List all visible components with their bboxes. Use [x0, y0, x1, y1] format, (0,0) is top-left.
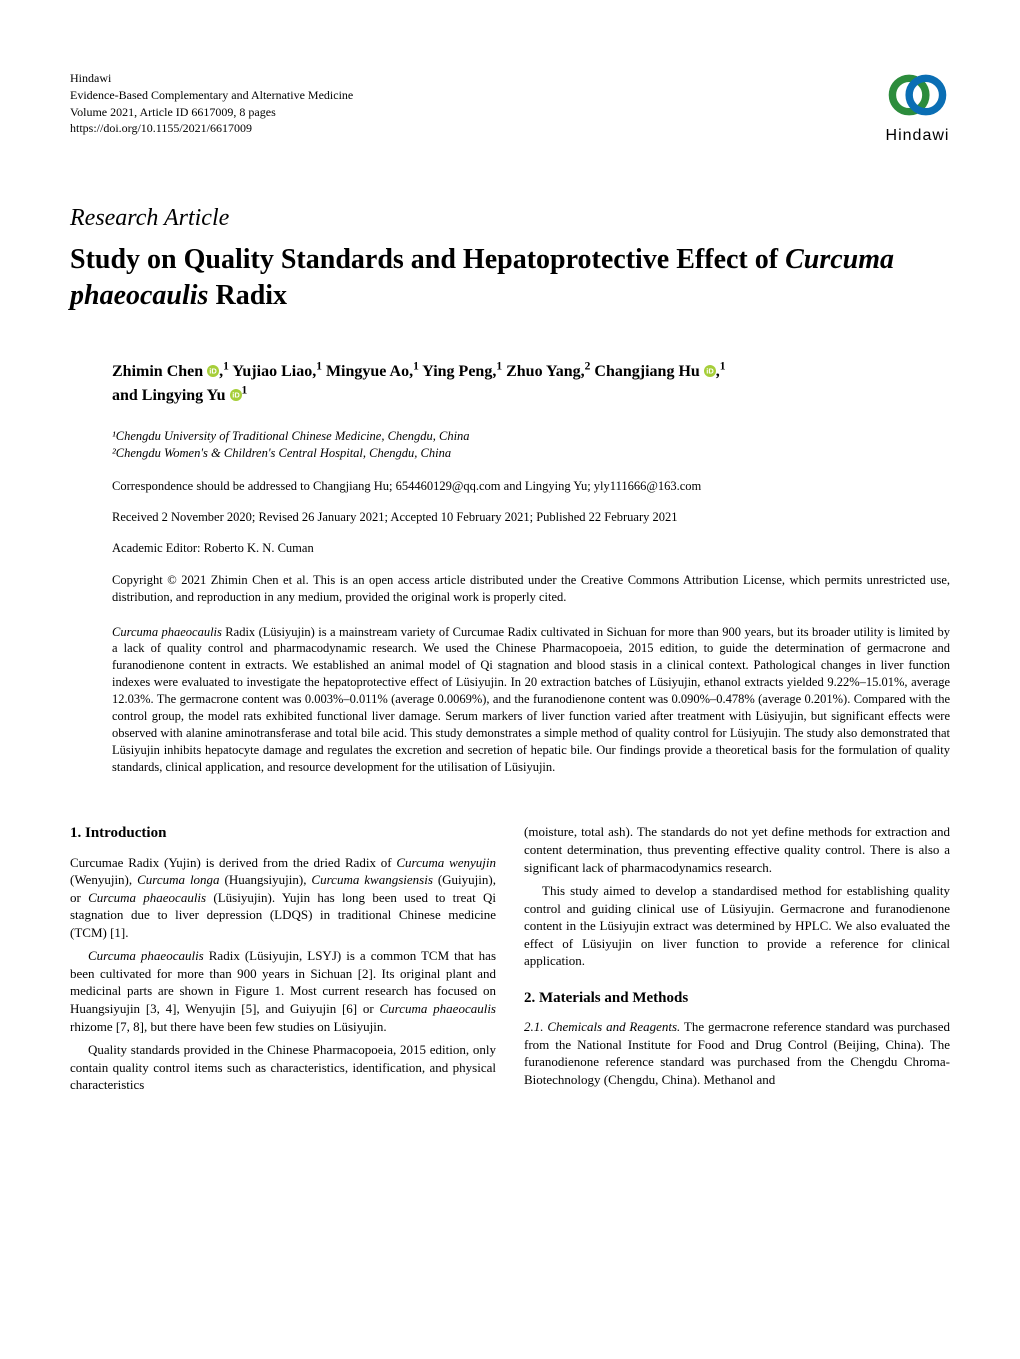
- copyright: Copyright © 2021 Zhimin Chen et al. This…: [70, 572, 950, 606]
- title-suffix: Radix: [208, 280, 287, 311]
- doi: https://doi.org/10.1155/2021/6617009: [70, 120, 353, 137]
- intro-p2: Curcuma phaeocaulis Radix (Lüsiyujin, LS…: [70, 947, 496, 1035]
- article-title: Study on Quality Standards and Hepatopro…: [70, 242, 950, 315]
- methods-p1: 2.1. Chemicals and Reagents. The germacr…: [524, 1018, 950, 1088]
- intro-p5: This study aimed to develop a standardis…: [524, 882, 950, 970]
- affiliations: ¹Chengdu University of Traditional Chine…: [70, 428, 950, 463]
- section-2-heading: 2. Materials and Methods: [524, 988, 950, 1008]
- intro-p1: Curcumae Radix (Yujin) is derived from t…: [70, 854, 496, 942]
- academic-editor: Academic Editor: Roberto K. N. Cuman: [70, 541, 950, 556]
- journal-meta: Hindawi Evidence-Based Complementary and…: [70, 70, 353, 137]
- hindawi-logo-icon: [885, 70, 950, 120]
- affiliation-1: ¹Chengdu University of Traditional Chine…: [112, 428, 950, 446]
- volume-line: Volume 2021, Article ID 6617009, 8 pages: [70, 104, 353, 121]
- intro-p3: Quality standards provided in the Chines…: [70, 1041, 496, 1094]
- author-line-2: and Lingying Yu iD1: [112, 387, 247, 404]
- dates: Received 2 November 2020; Revised 26 Jan…: [70, 510, 950, 525]
- orcid-icon: iD: [207, 365, 219, 377]
- header: Hindawi Evidence-Based Complementary and…: [70, 70, 950, 145]
- svg-text:iD: iD: [232, 390, 240, 399]
- logo-text: Hindawi: [885, 127, 950, 145]
- journal-name: Evidence-Based Complementary and Alterna…: [70, 87, 353, 104]
- article-type: Research Article: [70, 205, 950, 232]
- authors: Zhimin Chen iD,1 Yujiao Liao,1 Mingyue A…: [70, 360, 950, 408]
- affiliation-2: ²Chengdu Women's & Children's Central Ho…: [112, 445, 950, 463]
- svg-text:iD: iD: [209, 366, 217, 375]
- orcid-icon: iD: [704, 365, 716, 377]
- body-columns: 1. Introduction Curcumae Radix (Yujin) i…: [70, 823, 950, 1099]
- svg-text:iD: iD: [706, 366, 714, 375]
- correspondence: Correspondence should be addressed to Ch…: [70, 479, 950, 494]
- column-right: (moisture, total ash). The standards do …: [524, 823, 950, 1099]
- title-prefix: Study on Quality Standards and Hepatopro…: [70, 244, 785, 275]
- section-1-heading: 1. Introduction: [70, 823, 496, 843]
- column-left: 1. Introduction Curcumae Radix (Yujin) i…: [70, 823, 496, 1099]
- publisher: Hindawi: [70, 70, 353, 87]
- intro-p4: (moisture, total ash). The standards do …: [524, 823, 950, 876]
- author-line-1: Zhimin Chen iD,1 Yujiao Liao,1 Mingyue A…: [112, 363, 726, 380]
- publisher-logo: Hindawi: [885, 70, 950, 145]
- abstract: Curcuma phaeocaulis Radix (Lüsiyujin) is…: [70, 624, 950, 776]
- orcid-icon: iD: [230, 389, 242, 401]
